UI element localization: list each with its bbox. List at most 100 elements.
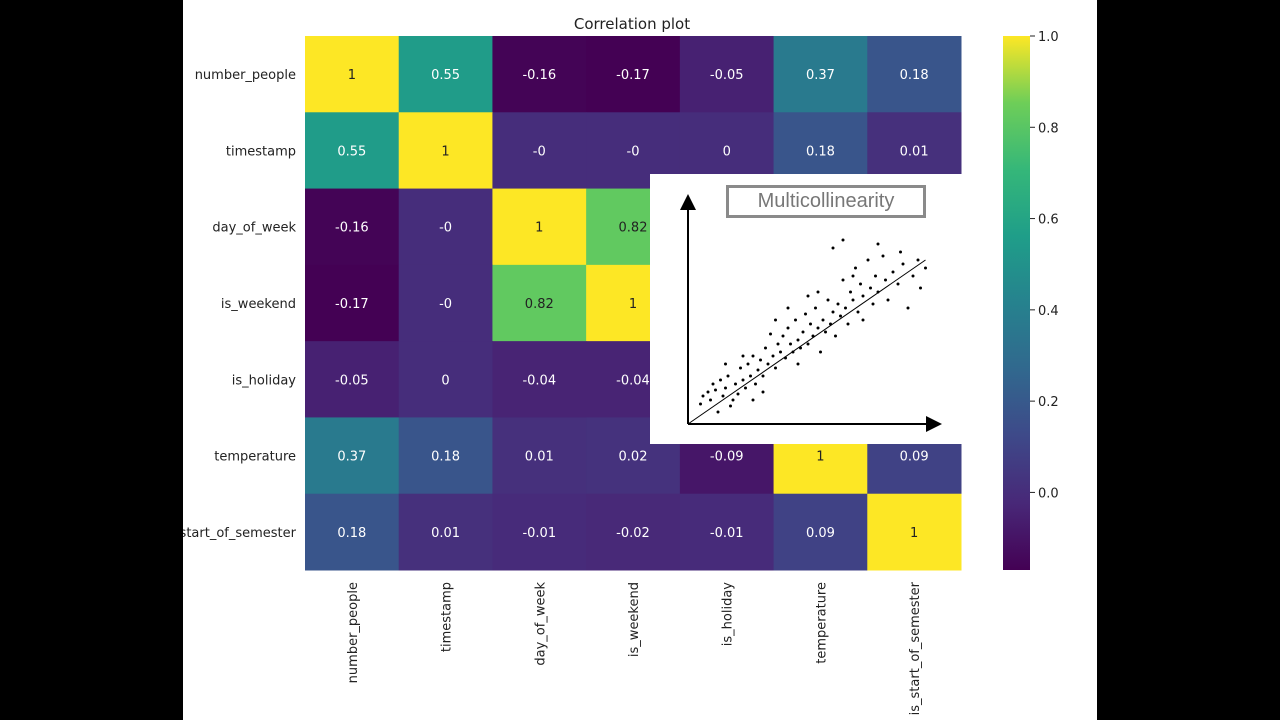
scatter-point	[776, 342, 780, 346]
heatmap-cell	[398, 264, 493, 342]
heatmap-cell-label: 0.01	[431, 526, 460, 541]
heatmap-cell	[398, 36, 493, 113]
scatter-point	[761, 374, 765, 378]
heatmap-cell	[305, 112, 400, 190]
heatmap-cell-label: -0.04	[616, 373, 650, 388]
row-label: timestamp	[226, 144, 296, 159]
scatter-point	[856, 310, 860, 314]
scatter-point	[841, 278, 845, 282]
heatmap-cell-label: 0.09	[900, 450, 929, 465]
heatmap-cell-label: 1	[441, 144, 449, 159]
scatter-point	[716, 410, 720, 414]
heatmap-cell-label: -0.17	[616, 68, 650, 83]
heatmap-cell-label: 0.82	[619, 221, 648, 236]
heatmap-cell	[492, 493, 587, 571]
heatmap-cell-label: -0.01	[710, 526, 744, 541]
heatmap-cell	[305, 188, 400, 266]
heatmap-cell-label: 0.09	[806, 526, 835, 541]
scatter-point	[851, 298, 855, 302]
scatter-point	[809, 322, 812, 326]
heatmap-cell-label: -0.01	[522, 526, 556, 541]
colorbar	[1003, 36, 1030, 570]
scatter-point	[729, 404, 732, 408]
chart-title: Correlation plot	[574, 15, 690, 33]
scatter-point	[876, 242, 880, 246]
scatter-point	[816, 290, 820, 294]
heatmap-cell-label: 0.18	[806, 144, 835, 159]
scatter-point	[769, 332, 772, 336]
scatter-point	[881, 254, 885, 258]
heatmap-cell-label: 0	[441, 373, 449, 388]
scatter-point	[886, 298, 890, 302]
scatter-point	[751, 354, 755, 358]
colorbar-ticks: 1.0 0.8 0.6 0.4 0.2 0.0	[1030, 30, 1059, 501]
scatter-point	[874, 274, 877, 278]
scatter-point	[741, 378, 745, 382]
scatter-point	[706, 390, 710, 394]
heatmap-cell-label: 0.01	[900, 144, 929, 159]
heatmap-cell	[679, 493, 775, 571]
scatter-point	[901, 262, 905, 266]
scatter-point	[714, 388, 717, 392]
heatmap-cell-label: 1	[910, 526, 918, 541]
scatter-point	[871, 302, 875, 306]
heatmap-cell	[398, 188, 493, 266]
scatter-point	[854, 266, 857, 270]
heatmap-cell-label: 0	[723, 144, 731, 159]
heatmap-cell-label: 1	[348, 68, 356, 83]
scatter-point	[866, 258, 870, 262]
scatter-point	[899, 250, 902, 254]
scatter-point	[734, 382, 737, 386]
heatmap-cell-label: -0.17	[335, 297, 369, 312]
scatter-point	[726, 374, 730, 378]
scatter-point	[774, 318, 777, 322]
heatmap-cell-label: -0	[533, 144, 546, 159]
colorbar-tick-label: 1.0	[1038, 30, 1059, 45]
scatter-point	[846, 322, 850, 326]
column-label: temperature	[814, 582, 829, 664]
heatmap-cell-label: 0.18	[431, 450, 460, 465]
row-label: is_weekend	[221, 297, 296, 312]
scatter-point	[844, 306, 847, 310]
row-label: is_holiday	[232, 373, 297, 388]
scatter-point	[859, 282, 862, 286]
scatter-point	[779, 350, 782, 354]
scatter-point	[786, 306, 790, 310]
scatter-point	[806, 342, 810, 346]
heatmap-cell	[586, 36, 681, 113]
column-label: timestamp	[440, 582, 455, 652]
colorbar-tick-label: 0.0	[1038, 486, 1059, 501]
figure: Correlation plot 1 0.55 -0.16 -0.17 -0.05 0.3…	[183, 0, 1097, 720]
scatter-point	[916, 258, 920, 262]
scatter-point	[884, 278, 887, 282]
heatmap-cell-label: 0.37	[337, 450, 366, 465]
scatter-point	[891, 270, 895, 274]
scatter-point	[831, 246, 835, 250]
scatter-point	[764, 346, 767, 350]
scatter-point	[699, 402, 702, 406]
scatter-point	[826, 298, 830, 302]
column-label: number_people	[346, 582, 361, 683]
scatter-point	[841, 238, 845, 242]
scatter-point	[746, 362, 750, 366]
heatmap-cell-label: -0.05	[335, 373, 369, 388]
heatmap-cell-label: -0.16	[522, 68, 556, 83]
scatter-point	[709, 398, 712, 402]
scatter-point	[736, 392, 740, 396]
row-labels: number_people timestamp day_of_week is_week…	[183, 68, 297, 541]
scatter-point	[869, 286, 872, 290]
colorbar-tick-label: 0.2	[1038, 395, 1059, 410]
scatter-point	[814, 306, 817, 310]
scatter-point	[801, 330, 805, 334]
heatmap-cell	[492, 188, 587, 266]
heatmap-cell-label: 0.55	[431, 68, 460, 83]
heatmap-cell	[492, 36, 587, 113]
heatmap-cell	[492, 417, 587, 495]
row-label: number_people	[195, 68, 296, 83]
scatter-point	[771, 354, 775, 358]
heatmap-cell-label: 0.18	[900, 68, 929, 83]
scatter-point	[766, 362, 770, 366]
inset-title-box: Multicollinearity	[726, 185, 926, 218]
heatmap-cell	[492, 264, 587, 342]
trend-line	[687, 259, 926, 425]
